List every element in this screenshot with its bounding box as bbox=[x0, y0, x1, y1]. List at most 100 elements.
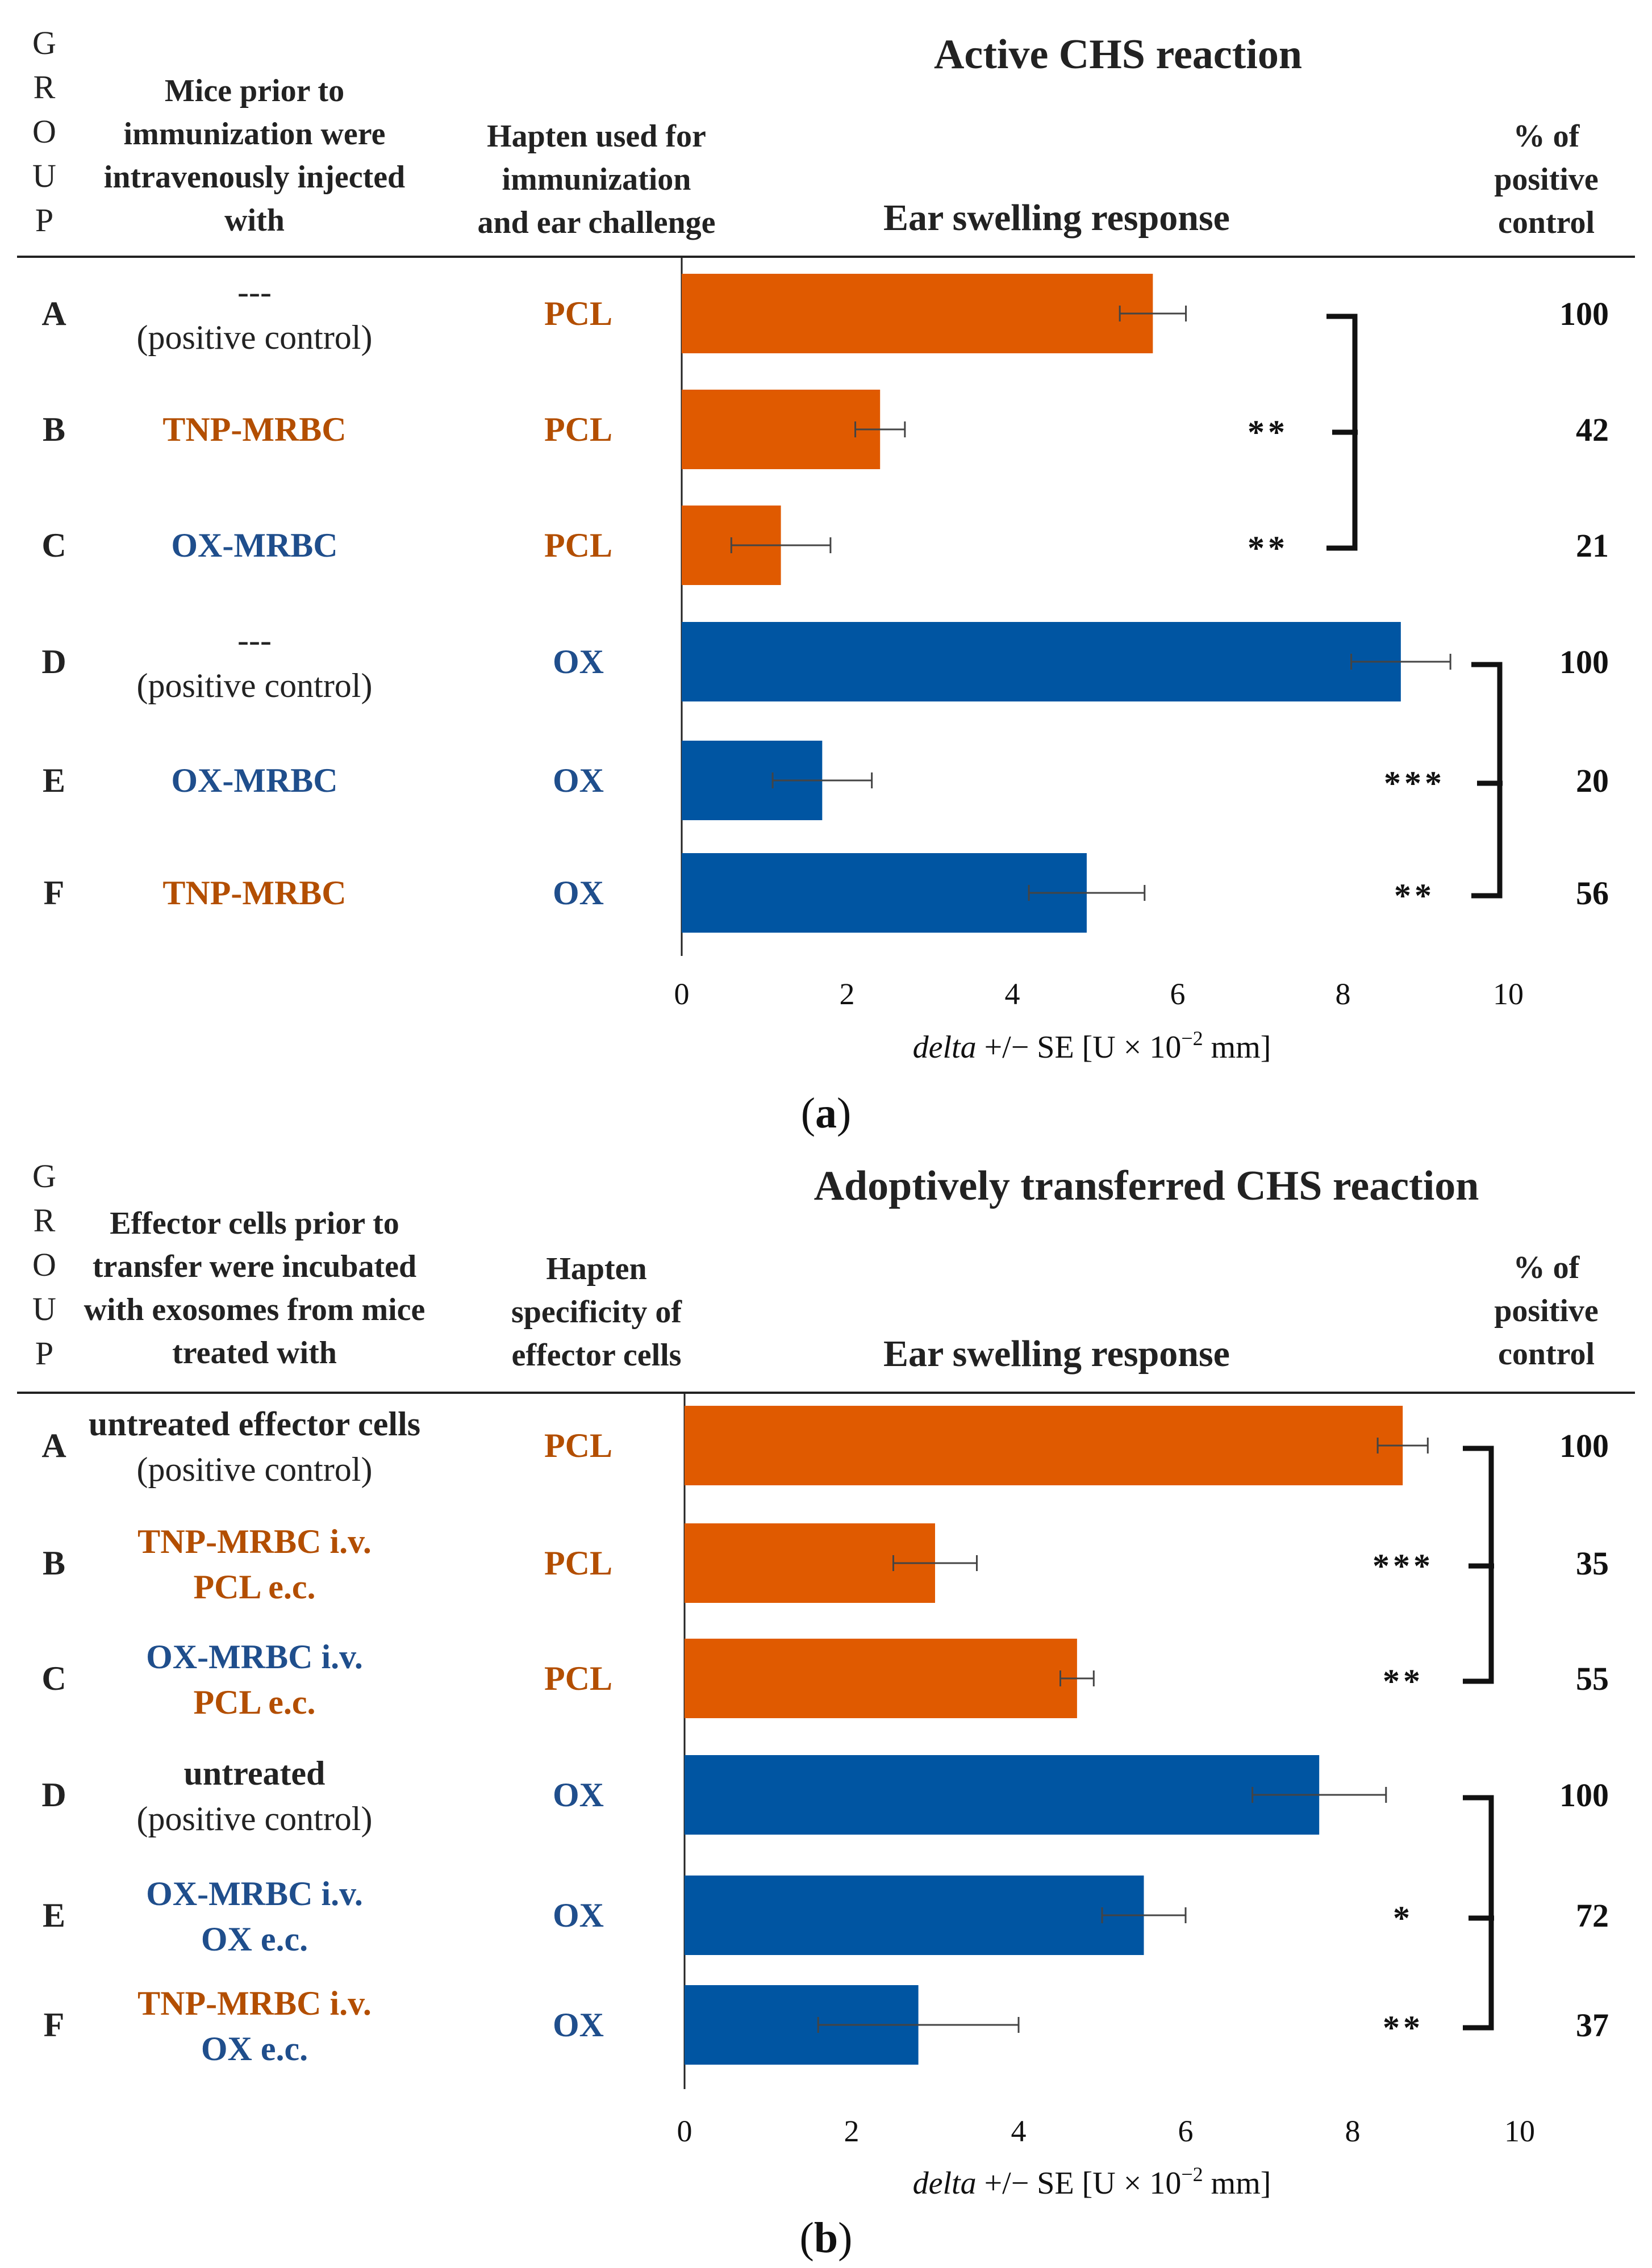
col1-header-line: treated with bbox=[172, 1335, 337, 1371]
pct-header-line: positive bbox=[1494, 162, 1599, 197]
group-letter: E bbox=[43, 762, 65, 799]
x-tick-label: 8 bbox=[1336, 977, 1351, 1011]
group-letter: F bbox=[44, 874, 65, 912]
group-letter: B bbox=[43, 411, 65, 448]
group-letter: C bbox=[41, 1660, 66, 1697]
group-letter: B bbox=[43, 1544, 65, 1582]
bar bbox=[685, 1406, 1403, 1485]
group-letter: F bbox=[44, 2006, 65, 2044]
group-header-letter: U bbox=[32, 1290, 56, 1327]
group-header-letter: O bbox=[32, 113, 56, 150]
percent-value: 100 bbox=[1559, 295, 1609, 332]
group-description: TNP-MRBC bbox=[162, 874, 346, 912]
chart-subtitle: Ear swelling response bbox=[883, 197, 1230, 239]
significance-stars: *** bbox=[1373, 1547, 1434, 1585]
col1-header-line: with bbox=[224, 203, 285, 238]
x-tick-label: 6 bbox=[1178, 2114, 1194, 2148]
bar bbox=[682, 274, 1153, 353]
percent-value: 20 bbox=[1576, 762, 1609, 799]
group-letter: D bbox=[41, 643, 66, 680]
table-row: C OX-MRBC PCL 21 bbox=[41, 506, 1609, 585]
pct-header-line: control bbox=[1498, 1336, 1595, 1372]
group-letter: E bbox=[43, 1897, 65, 1934]
group-letter: A bbox=[41, 295, 66, 332]
hapten-label: PCL bbox=[544, 295, 612, 332]
x-tick-label: 2 bbox=[844, 2114, 860, 2148]
x-tick-label: 2 bbox=[840, 977, 855, 1011]
group-header-letter: R bbox=[34, 1202, 56, 1239]
significance-stars: ** bbox=[1383, 2009, 1424, 2046]
pct-header-line: control bbox=[1498, 205, 1595, 240]
x-tick-label: 4 bbox=[1011, 2114, 1027, 2148]
group-description: OX-MRBC bbox=[171, 762, 337, 799]
hapten-label: OX bbox=[553, 874, 604, 912]
group-description: untreated bbox=[184, 1755, 326, 1792]
group-description: OX-MRBC i.v. bbox=[146, 1638, 363, 1676]
group-description: (positive control) bbox=[137, 1451, 373, 1488]
x-axis-label: delta +/− SE [U × 10−2 mm] bbox=[913, 2163, 1271, 2201]
percent-value: 37 bbox=[1576, 2007, 1609, 2044]
x-tick-label: 0 bbox=[674, 977, 690, 1011]
group-description: (positive control) bbox=[137, 1800, 373, 1837]
chart-title: Adoptively transferred CHS reaction bbox=[814, 1163, 1479, 1209]
significance-stars: ** bbox=[1248, 529, 1288, 567]
chart-subtitle: Ear swelling response bbox=[883, 1333, 1230, 1375]
col2-header-line: and ear challenge bbox=[478, 205, 716, 240]
group-description: --- bbox=[237, 273, 272, 311]
pct-header-line: positive bbox=[1494, 1293, 1599, 1329]
table-row: A --- (positive control) PCL 100 bbox=[41, 273, 1609, 356]
group-letter: C bbox=[41, 527, 66, 564]
group-description: PCL e.c. bbox=[194, 1568, 316, 1606]
group-header-letter: P bbox=[35, 1335, 53, 1372]
significance-stars: ** bbox=[1383, 1663, 1424, 1700]
hapten-label: PCL bbox=[544, 1427, 612, 1464]
col2-header-line: specificity of bbox=[511, 1294, 682, 1330]
bar bbox=[685, 1639, 1077, 1718]
chart-title: Active CHS reaction bbox=[934, 31, 1302, 78]
hapten-label: PCL bbox=[544, 411, 612, 448]
percent-value: 56 bbox=[1576, 875, 1609, 912]
bar bbox=[682, 853, 1087, 933]
col1-header-line: Effector cells prior to bbox=[110, 1206, 399, 1241]
percent-value: 72 bbox=[1576, 1897, 1609, 1934]
panel-caption: (b) bbox=[800, 2214, 853, 2262]
panel-caption: (a) bbox=[801, 1089, 852, 1137]
group-header-letter: O bbox=[32, 1246, 56, 1283]
table-row: E OX-MRBC OX 20 bbox=[43, 741, 1609, 820]
percent-value: 100 bbox=[1559, 644, 1609, 680]
group-header-letter: U bbox=[32, 157, 56, 194]
x-tick-label: 6 bbox=[1170, 977, 1186, 1011]
table-row: D --- (positive control) OX 100 bbox=[41, 621, 1609, 704]
group-description: (positive control) bbox=[137, 667, 373, 704]
x-tick-label: 10 bbox=[1493, 977, 1524, 1011]
panel-a: Active CHS reaction Ear swelling response… bbox=[17, 24, 1635, 1137]
col2-header-line: immunization bbox=[502, 162, 691, 197]
group-description: PCL e.c. bbox=[194, 1684, 316, 1721]
col2-header-line: effector cells bbox=[512, 1338, 682, 1373]
percent-value: 35 bbox=[1576, 1545, 1609, 1582]
group-description: OX-MRBC i.v. bbox=[146, 1875, 363, 1912]
hapten-label: OX bbox=[553, 1897, 604, 1934]
x-tick-label: 0 bbox=[677, 2114, 692, 2148]
percent-value: 55 bbox=[1576, 1660, 1609, 1697]
col1-header-line: immunization were bbox=[124, 116, 386, 152]
x-axis-label: delta +/− SE [U × 10−2 mm] bbox=[913, 1027, 1271, 1065]
group-description: TNP-MRBC i.v. bbox=[137, 1985, 372, 2022]
hapten-label: OX bbox=[553, 2006, 604, 2044]
table-row: E OX-MRBC i.v. OX e.c. OX 72 bbox=[43, 1875, 1609, 1958]
hapten-label: PCL bbox=[544, 1660, 612, 1697]
table-row: B TNP-MRBC PCL 42 bbox=[43, 390, 1609, 469]
group-header-letter: P bbox=[35, 202, 53, 239]
bar bbox=[685, 1755, 1320, 1835]
x-tick-label: 8 bbox=[1345, 2114, 1361, 2148]
group-header-letter: G bbox=[32, 1158, 56, 1194]
col1-header-line: Mice prior to bbox=[165, 73, 344, 108]
x-tick-label: 10 bbox=[1504, 2114, 1535, 2148]
col1-header-line: intravenously injected bbox=[104, 160, 405, 195]
table-row: F TNP-MRBC i.v. OX e.c. OX 37 bbox=[44, 1985, 1609, 2067]
table-row: C OX-MRBC i.v. PCL e.c. PCL 55 bbox=[41, 1638, 1609, 1721]
group-description: untreated effector cells bbox=[89, 1405, 420, 1443]
group-description: OX-MRBC bbox=[171, 527, 337, 564]
significance-bracket bbox=[1463, 1795, 1494, 2031]
